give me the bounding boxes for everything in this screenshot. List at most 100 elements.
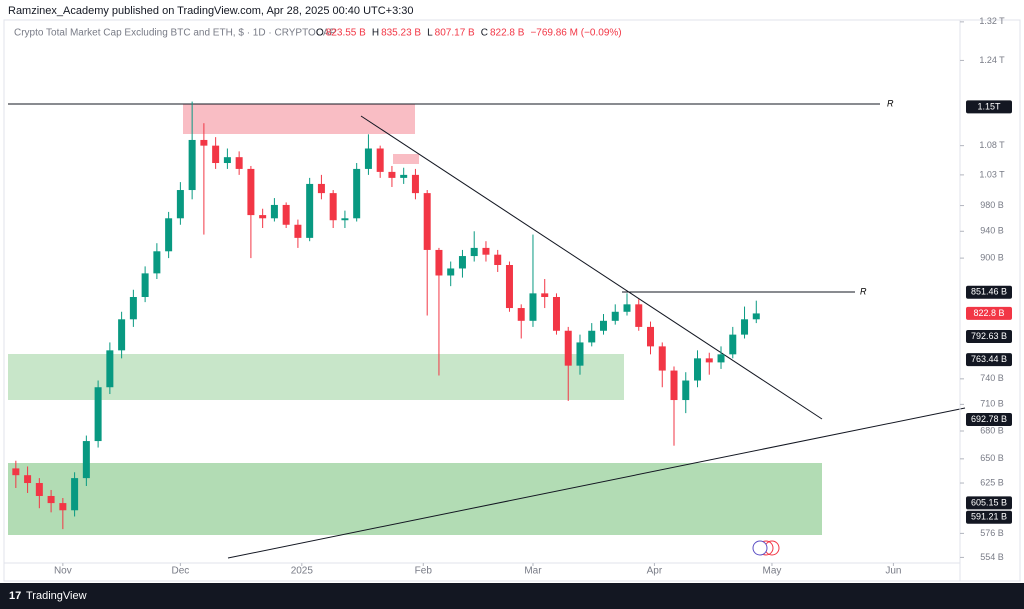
legend-key: C bbox=[481, 28, 488, 39]
candle-body bbox=[623, 304, 631, 312]
publisher: Ramzinex_Academy published on TradingVie… bbox=[8, 5, 414, 17]
legend-value: 835.23 B bbox=[381, 28, 421, 39]
candle-body bbox=[564, 330, 572, 366]
legend-key: H bbox=[372, 28, 379, 39]
y-tick-label: 740 B bbox=[980, 373, 1004, 383]
legend-key: O bbox=[316, 28, 324, 39]
candle-body bbox=[505, 264, 513, 309]
ohlc-legend: O 823.55 B H 835.23 B L 807.17 B C 822.8 B −769.… bbox=[316, 28, 622, 39]
price-label: 763.44 B bbox=[971, 354, 1007, 364]
y-tick-label: 576 B bbox=[980, 528, 1004, 538]
candle-body bbox=[635, 304, 643, 327]
candle-body bbox=[494, 254, 502, 265]
y-tick-label: 710 B bbox=[980, 399, 1004, 409]
x-tick-label: Nov bbox=[54, 566, 72, 577]
candle-body bbox=[188, 139, 196, 191]
candle-body bbox=[153, 251, 161, 274]
candle-body bbox=[411, 174, 419, 194]
candle-body bbox=[141, 273, 149, 297]
candle-body bbox=[235, 157, 243, 169]
trend-line bbox=[227, 407, 966, 559]
watermark bbox=[752, 540, 780, 556]
candle-body bbox=[599, 320, 607, 331]
y-tick-label: 650 B bbox=[980, 453, 1004, 463]
supply-zone bbox=[393, 154, 419, 164]
candle-body bbox=[682, 380, 690, 401]
candle-body bbox=[705, 358, 713, 363]
x-tick-label: Dec bbox=[171, 566, 189, 577]
candle-body bbox=[529, 293, 537, 321]
candle-body bbox=[658, 346, 666, 371]
price-label: 1.15T bbox=[977, 101, 1001, 111]
candle-body bbox=[611, 311, 619, 321]
candle-body bbox=[353, 168, 361, 219]
candle-body bbox=[294, 224, 302, 238]
y-tick-label: 940 B bbox=[980, 226, 1004, 236]
y-tick-label: 1.32 T bbox=[979, 16, 1005, 26]
price-label-box bbox=[966, 413, 1012, 427]
price-label: 851.46 B bbox=[971, 287, 1007, 297]
candle-body bbox=[647, 326, 655, 347]
candle-body bbox=[694, 358, 702, 381]
price-label-box bbox=[966, 510, 1012, 524]
candle-body bbox=[741, 319, 749, 335]
price-label-box bbox=[966, 100, 1012, 114]
candle-body bbox=[400, 174, 408, 178]
candle-body bbox=[106, 350, 114, 388]
demand-zone bbox=[8, 463, 822, 535]
candle-body bbox=[24, 475, 32, 484]
price-label: 591.21 B bbox=[971, 512, 1007, 522]
candle-body bbox=[247, 168, 255, 216]
x-tick-label: 2025 bbox=[291, 566, 314, 577]
price-label: 605.15 B bbox=[971, 497, 1007, 507]
price-label-box bbox=[966, 329, 1012, 343]
legend-value: 822.8 B bbox=[490, 28, 525, 39]
y-tick-label: 680 B bbox=[980, 425, 1004, 435]
candle-body bbox=[752, 313, 760, 320]
annotation: R bbox=[887, 98, 894, 108]
candle-body bbox=[223, 157, 231, 164]
candle-body bbox=[729, 334, 737, 355]
candle-body bbox=[59, 503, 67, 511]
candle-body bbox=[200, 139, 208, 146]
candle-body bbox=[670, 370, 678, 401]
candle-body bbox=[94, 387, 102, 442]
candle-body bbox=[470, 247, 478, 257]
candle-body bbox=[129, 296, 137, 320]
candle-body bbox=[517, 308, 525, 321]
y-tick-label: 980 B bbox=[980, 200, 1004, 210]
y-tick-label: 1.03 T bbox=[979, 169, 1005, 179]
candle-body bbox=[329, 193, 337, 221]
candle-body bbox=[552, 296, 560, 331]
candle-body bbox=[588, 330, 596, 343]
x-tick-label: Feb bbox=[415, 566, 433, 577]
candle-body bbox=[12, 468, 20, 476]
price-label-box bbox=[966, 496, 1012, 510]
candle-body bbox=[282, 204, 290, 225]
footer-brand: TradingView bbox=[26, 590, 87, 602]
candle-body bbox=[35, 483, 43, 496]
price-label-box bbox=[966, 306, 1012, 320]
price-label: 692.78 B bbox=[971, 414, 1007, 424]
x-tick-label: Jun bbox=[885, 566, 901, 577]
candle-body bbox=[717, 354, 725, 363]
annotation: R bbox=[860, 286, 867, 296]
x-tick-label: Apr bbox=[647, 566, 663, 577]
candle-body bbox=[270, 204, 278, 219]
x-tick-label: May bbox=[762, 566, 781, 577]
candle-body bbox=[423, 193, 431, 250]
price-label-box bbox=[966, 353, 1012, 367]
candle-body bbox=[447, 268, 455, 276]
legend-value: 823.55 B bbox=[326, 28, 366, 39]
candle-body bbox=[576, 342, 584, 366]
y-tick-label: 554 B bbox=[980, 552, 1004, 562]
candle-body bbox=[541, 293, 549, 297]
legend-key: L bbox=[427, 28, 433, 39]
y-tick-label: 625 B bbox=[980, 477, 1004, 487]
candle-body bbox=[458, 256, 466, 269]
candle-body bbox=[259, 215, 267, 219]
price-label: 792.63 B bbox=[971, 331, 1007, 341]
candle-body bbox=[306, 183, 314, 238]
